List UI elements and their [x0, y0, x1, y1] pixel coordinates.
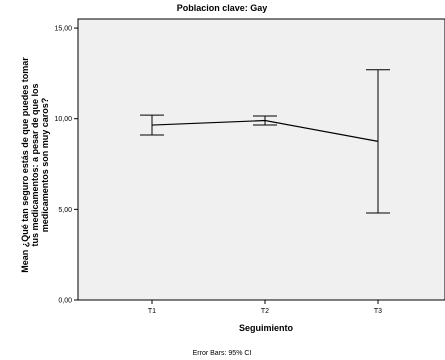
y-tick-label: 0,00 [58, 298, 72, 305]
data-series [140, 69, 390, 214]
y-tick-label: 10,00 [54, 116, 72, 123]
x-tick-label: T2 [261, 308, 269, 315]
y-axis-label-line: Mean ¿Qué tan seguro estás de que puedes… [20, 57, 30, 273]
x-tick-label: T3 [374, 308, 382, 315]
x-tick-label: T1 [148, 308, 156, 315]
plot-area [77, 18, 445, 301]
y-tick-label: 15,00 [54, 26, 72, 33]
x-axis: T1 T2 T3 [148, 300, 382, 315]
chart-title: Poblacion clave: Gay [177, 3, 268, 13]
y-axis-label-line: tus medicamentos: a pesar de que los [30, 83, 40, 246]
y-axis-label-line: medicamentos son muy caros? [40, 98, 50, 233]
footnote: Error Bars: 95% CI [193, 350, 252, 357]
y-tick-label: 5,00 [58, 207, 72, 214]
y-axis: 0,00 5,00 10,00 15,00 [54, 26, 78, 305]
y-axis-label: Mean ¿Qué tan seguro estás de que puedes… [20, 57, 50, 273]
x-axis-label: Seguimiento [239, 323, 294, 333]
